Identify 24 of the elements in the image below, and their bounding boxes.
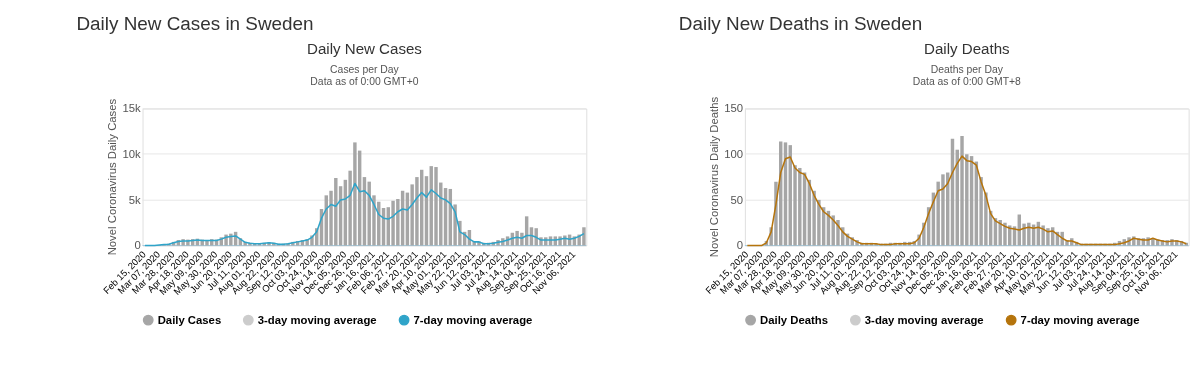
legend-label: 3-day moving average bbox=[864, 313, 984, 326]
legend-label: Daily Cases bbox=[157, 313, 222, 326]
legend-label: 7-day moving average bbox=[413, 313, 533, 326]
text: Deaths per Day bbox=[930, 63, 1003, 75]
y-tick-label: 150 bbox=[724, 102, 744, 115]
y-tick-label: 0 bbox=[134, 239, 141, 252]
legend-label: 3-day moving average bbox=[257, 313, 377, 326]
text: Daily New Deaths in Sweden bbox=[678, 13, 923, 35]
chart-title: Daily New Cases bbox=[306, 39, 422, 57]
legend-label: 7-day moving average bbox=[1020, 313, 1140, 326]
legend-label: Daily Deaths bbox=[760, 313, 828, 326]
chart-title: Daily Deaths bbox=[924, 39, 1010, 57]
text: Daily New Cases in Sweden bbox=[76, 13, 314, 35]
y-tick-label: 0 bbox=[736, 239, 744, 252]
y-tick-label: 100 bbox=[724, 148, 744, 161]
text: Cases per Day bbox=[330, 63, 399, 75]
y-tick-label: 15k bbox=[122, 102, 142, 115]
y-axis-title: Novel Coronavirus Daily Deaths bbox=[707, 96, 720, 258]
text: Data as of 0:00 GMT+8 bbox=[912, 76, 1021, 88]
y-tick-label: 5k bbox=[128, 193, 142, 206]
text: Data as of 0:00 GMT+0 bbox=[310, 76, 419, 88]
y-axis-title: Novel Coronavirus Daily Cases bbox=[105, 98, 118, 256]
y-tick-label: 50 bbox=[730, 193, 744, 206]
y-tick-label: 10k bbox=[122, 148, 142, 161]
